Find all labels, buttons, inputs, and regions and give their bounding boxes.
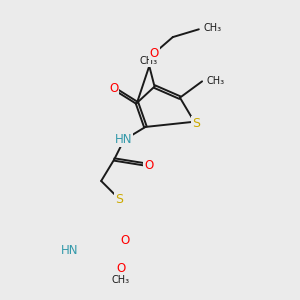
Text: O: O <box>150 46 159 60</box>
Text: O: O <box>116 262 125 275</box>
Text: CH₃: CH₃ <box>111 274 129 285</box>
Text: O: O <box>120 234 130 247</box>
Text: CH₃: CH₃ <box>203 23 221 33</box>
Text: S: S <box>116 193 123 206</box>
Text: O: O <box>144 159 153 172</box>
Text: O: O <box>109 82 119 95</box>
Text: CH₃: CH₃ <box>139 56 158 66</box>
Text: HN: HN <box>115 133 132 146</box>
Text: S: S <box>192 117 200 130</box>
Text: CH₃: CH₃ <box>206 76 224 86</box>
Text: HN: HN <box>61 244 79 256</box>
